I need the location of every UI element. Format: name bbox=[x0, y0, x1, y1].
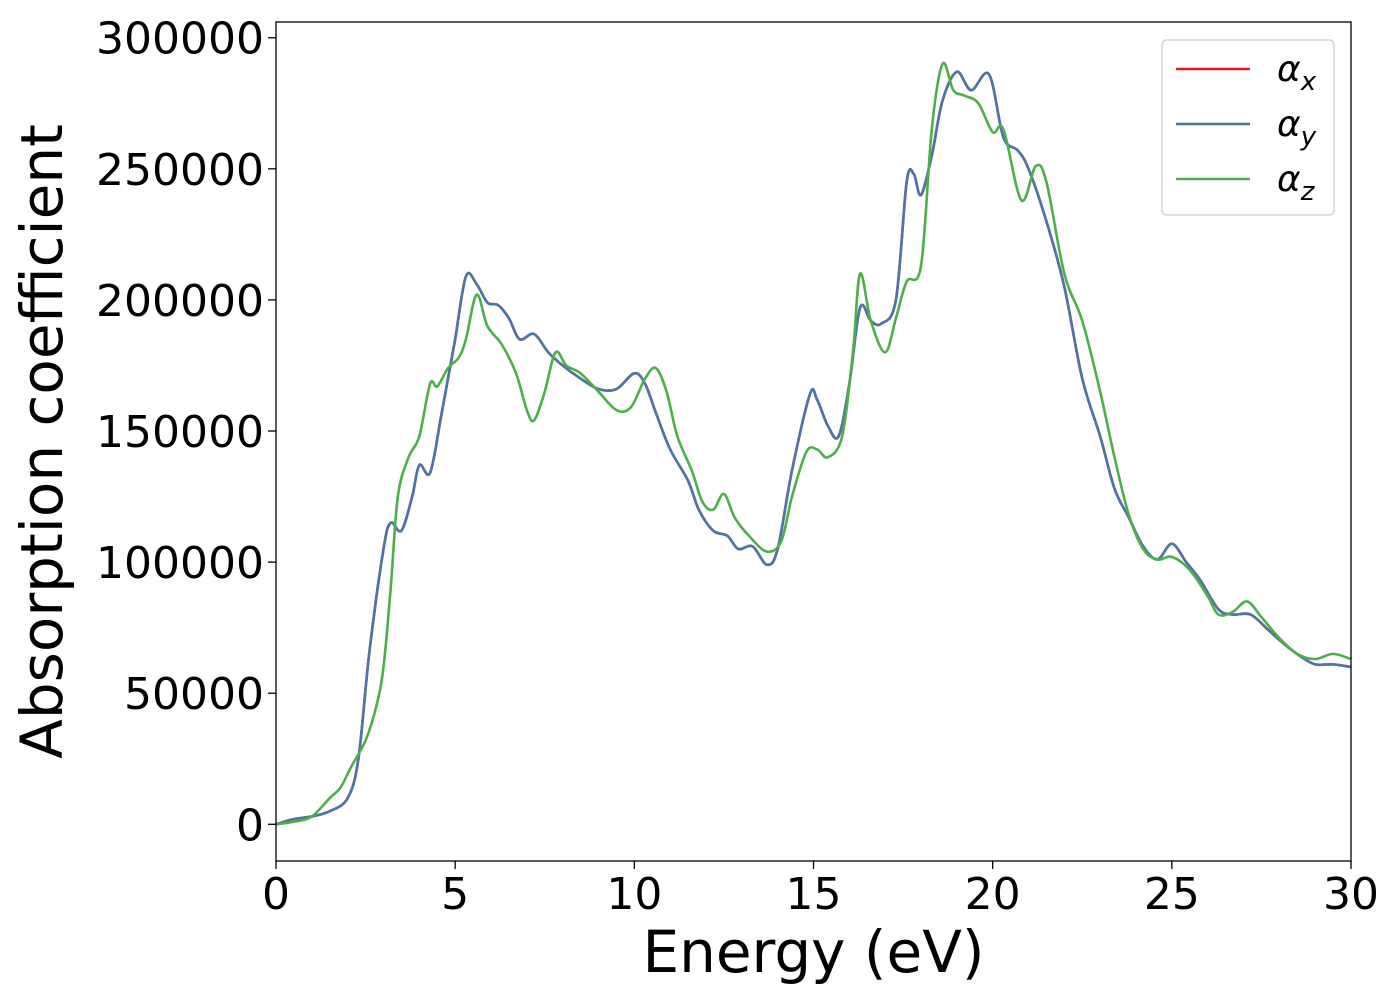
series-line-z bbox=[276, 61, 1351, 826]
legend-label-x: αx bbox=[1277, 49, 1317, 97]
legend-subscript: y bbox=[1300, 122, 1317, 152]
x-axis-title: Energy (eV) bbox=[642, 918, 984, 986]
legend-subscript: z bbox=[1300, 177, 1316, 207]
x-tick-label: 25 bbox=[1144, 869, 1200, 920]
legend-label-z: αz bbox=[1277, 159, 1316, 207]
x-tick-label: 10 bbox=[606, 869, 662, 920]
y-tick-label: 50000 bbox=[124, 669, 264, 720]
y-axis: 0 50000 100000 150000 200000 250000 300000 bbox=[96, 14, 276, 851]
legend-subscript: x bbox=[1300, 67, 1317, 97]
legend-label-y: αy bbox=[1277, 104, 1317, 152]
legend-box bbox=[1161, 39, 1335, 216]
x-tick-label: 0 bbox=[262, 869, 290, 920]
x-tick-label: 30 bbox=[1323, 869, 1379, 920]
legend-symbol: α bbox=[1277, 49, 1301, 90]
y-tick-label: 250000 bbox=[96, 145, 264, 196]
x-tick-label: 5 bbox=[441, 869, 469, 920]
y-tick-label: 0 bbox=[236, 800, 264, 851]
y-axis-title: Absorption coefficient bbox=[8, 124, 76, 759]
x-tick-label: 15 bbox=[786, 869, 842, 920]
x-axis: 0 5 10 15 20 25 30 bbox=[262, 861, 1379, 920]
series-layer bbox=[276, 61, 1351, 826]
legend-symbol: α bbox=[1277, 104, 1301, 145]
x-tick-label: 20 bbox=[965, 869, 1021, 920]
y-tick-label: 200000 bbox=[96, 276, 264, 327]
y-tick-label: 150000 bbox=[96, 407, 264, 458]
y-tick-label: 300000 bbox=[96, 14, 264, 65]
legend-symbol: α bbox=[1277, 159, 1301, 200]
y-tick-label: 100000 bbox=[96, 538, 264, 589]
